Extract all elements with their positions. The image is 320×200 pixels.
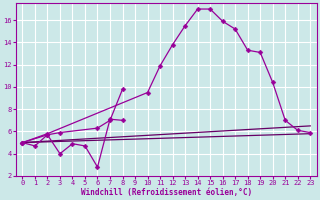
X-axis label: Windchill (Refroidissement éolien,°C): Windchill (Refroidissement éolien,°C) [81,188,252,197]
